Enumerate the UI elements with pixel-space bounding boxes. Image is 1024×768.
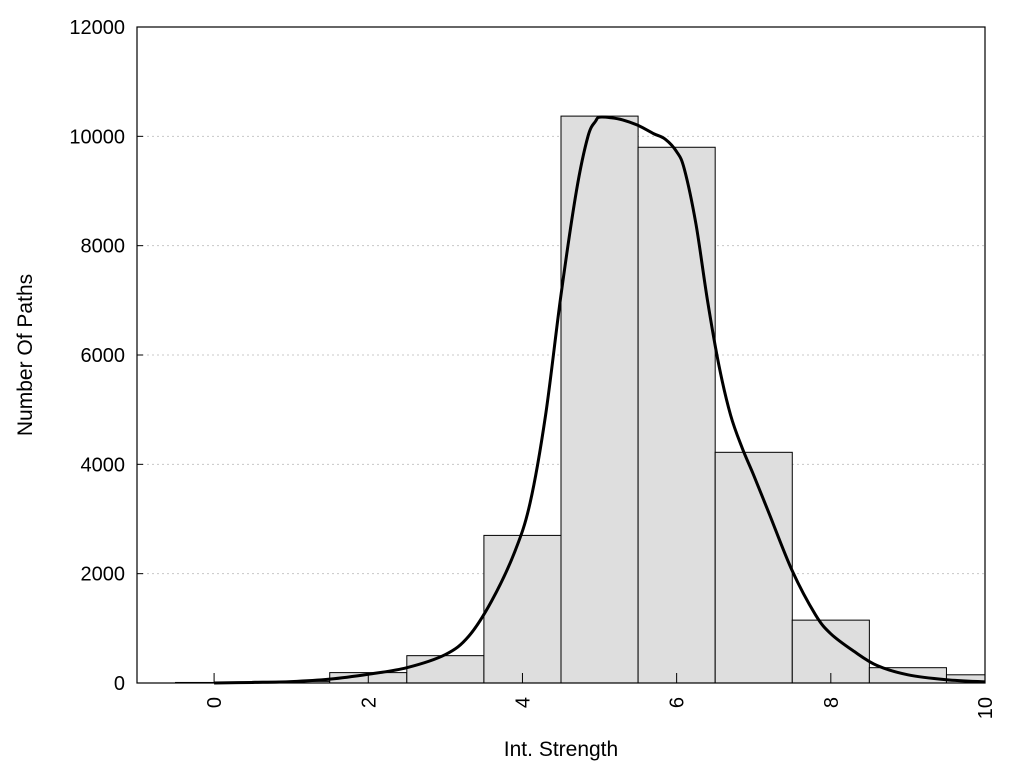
x-tick-label: 6	[667, 697, 689, 708]
histogram-bars	[175, 115, 986, 684]
y-tick-label: 0	[114, 673, 125, 695]
density-curve-line	[214, 115, 986, 685]
y-tick-label: 2000	[81, 564, 126, 586]
x-tick-label: 8	[821, 697, 843, 708]
x-tick-label: 0	[204, 697, 226, 708]
y-tick-label: 10000	[69, 126, 125, 148]
x-tick-label: 4	[512, 697, 534, 708]
x-tick-label: 10	[975, 697, 997, 719]
histogram-bar	[637, 146, 716, 684]
y-axis-title: Number Of Paths	[14, 274, 37, 436]
histogram-bar	[483, 534, 562, 684]
histogram-bar	[406, 655, 485, 684]
y-tick-label: 12000	[69, 17, 125, 39]
axis-ticks	[137, 26, 986, 684]
histogram-bar	[560, 115, 639, 684]
x-axis-title: Int. Strength	[504, 738, 618, 761]
tick-labels: 0 2000 4000 6000 8000 10000 12000 0 2 4 6 8 10	[69, 17, 997, 719]
histogram-bar	[714, 451, 793, 684]
x-tick-label: 2	[358, 697, 380, 708]
y-tick-label: 4000	[81, 454, 126, 476]
density-curve	[214, 115, 986, 685]
grid-lines	[137, 135, 985, 575]
y-tick-label: 6000	[81, 345, 126, 367]
y-tick-label: 8000	[81, 236, 126, 258]
